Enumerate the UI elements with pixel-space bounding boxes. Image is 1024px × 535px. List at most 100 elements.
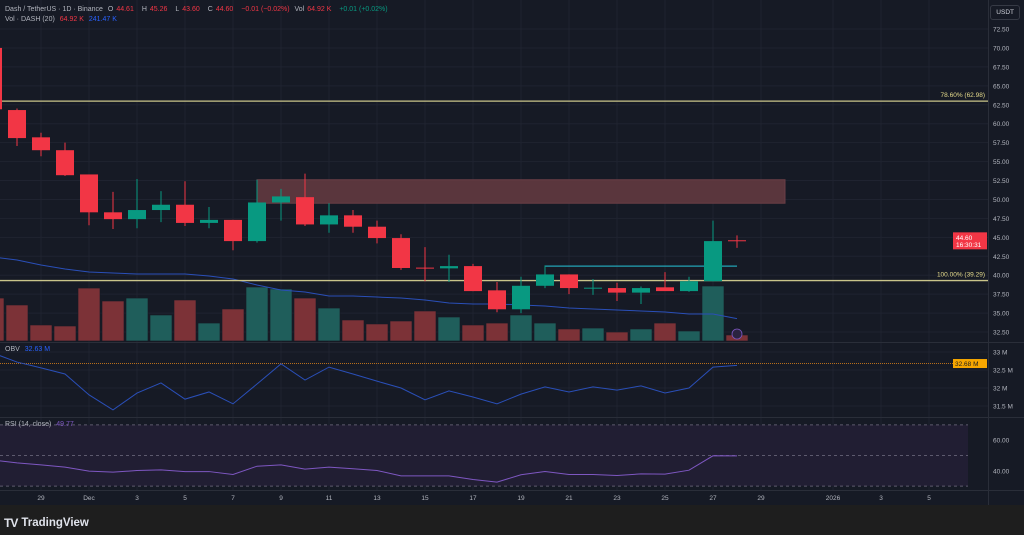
volume-indicator-title[interactable]: Vol · DASH (20): [5, 16, 55, 23]
obv-axis-label: 33 M: [993, 350, 1007, 357]
obv-value-tag: [953, 359, 987, 369]
time-axis-label: 29: [37, 495, 45, 502]
low-value: 43.60: [182, 6, 200, 13]
tradingview-logo[interactable]: TV TradingView: [4, 516, 89, 530]
volume-bar: [173, 299, 197, 342]
volume-bar: [221, 308, 245, 342]
candle-body: [224, 219, 242, 242]
open-value: 44.61: [116, 6, 134, 13]
candle-body: [0, 47, 2, 110]
price-axis-label: 55.00: [993, 159, 1010, 166]
candle-body: [200, 219, 218, 223]
candle-body: [248, 202, 266, 242]
candle-body: [488, 290, 506, 310]
candle-body: [128, 210, 146, 220]
candle: [296, 173, 314, 226]
candle-body: [272, 196, 290, 203]
indicator-panes: [0, 355, 988, 487]
candle: [584, 278, 602, 295]
candle: [248, 179, 266, 243]
volume-bar: [533, 322, 557, 342]
candle-body: [368, 226, 386, 239]
vol-label: Vol: [294, 6, 305, 13]
price-axis-label: 50.00: [993, 197, 1010, 204]
chart-area[interactable]: 78.60% (62.98) 100.00% (39.29) 72.50 70.00 6…: [0, 0, 1024, 505]
chart-canvas[interactable]: 78.60% (62.98) 100.00% (39.29) 72.50 70.00 6…: [0, 0, 1024, 505]
candle-body: [656, 287, 674, 292]
candle-body: [680, 281, 698, 292]
vol-change: +0.01 (+0.02%): [339, 6, 388, 13]
candle: [368, 220, 386, 244]
time-axis-label: 3: [135, 495, 139, 502]
price-axis-label: 65.00: [993, 83, 1010, 90]
candle: [32, 132, 50, 157]
candle: [560, 274, 578, 295]
vol-value: 64.92 K: [307, 6, 332, 13]
time-axis-label: 11: [326, 495, 333, 502]
low-label: L: [175, 6, 180, 13]
candle-body: [416, 267, 434, 269]
candle-body: [56, 150, 74, 176]
time-axis-label: 29: [757, 495, 765, 502]
candle-body: [512, 285, 530, 310]
candle: [224, 219, 242, 251]
volume-bar: [365, 323, 389, 342]
time-axis-label: 21: [565, 495, 573, 502]
time-axis-label: 2026: [826, 495, 841, 502]
volume-bar: [581, 327, 605, 342]
rsi-line: [0, 455, 738, 483]
volume-bar: [293, 297, 317, 342]
candle: [488, 282, 506, 313]
volume-bar: [677, 330, 701, 342]
volume-bar: [245, 286, 269, 342]
main-pane: [0, 47, 988, 342]
volume-ma-value: 241.47 K: [88, 16, 117, 23]
volume-indicator-value: 64.92 K: [59, 16, 84, 23]
rsi-legend: RSI (14, close) 49.77: [5, 421, 77, 428]
candle: [344, 210, 362, 233]
symbol-title[interactable]: Dash / TetherUS · 1D · Binance: [5, 6, 103, 13]
volume-bar: [389, 320, 413, 342]
candle-body: [392, 238, 410, 268]
obv-axis-label: 31.5 M: [993, 404, 1013, 411]
obv-legend: OBV 32.63 M: [5, 346, 53, 353]
candle-body: [152, 204, 170, 211]
time-axis-label: Dec: [83, 495, 95, 502]
candle: [128, 178, 146, 229]
price-axis-label: 32.50: [993, 330, 1010, 337]
last-price-tag: [953, 232, 987, 250]
volume-bar: [149, 314, 173, 342]
candle: [272, 188, 290, 221]
rsi-value: 49.77: [56, 421, 74, 428]
time-axis-label: 5: [183, 495, 187, 502]
candle: [200, 207, 218, 229]
price-change: −0.01 (−0.02%): [241, 6, 290, 13]
candle: [152, 191, 170, 223]
price-axis-label: 52.50: [993, 178, 1010, 185]
grid-lines: [0, 0, 988, 490]
lightning-icon: [731, 328, 743, 340]
candle-body: [440, 266, 458, 269]
volume-bar: [197, 322, 221, 342]
volume-legend: Vol · DASH (20) 64.92 K 241.47 K: [5, 16, 120, 23]
candle-body: [80, 174, 98, 213]
price-axis-label: 42.50: [993, 254, 1010, 261]
price-axis-label: 37.50: [993, 292, 1010, 299]
rsi-title[interactable]: RSI (14, close): [5, 421, 52, 428]
candle-body: [632, 288, 650, 293]
time-axis-label: 19: [517, 495, 525, 502]
time-axis-label: 17: [469, 495, 477, 502]
last-price-value: 44.60: [956, 235, 973, 242]
fib-level-label: 78.60% (62.98): [941, 92, 985, 99]
volume-bar: [461, 324, 485, 342]
price-axis-label: 47.50: [993, 216, 1010, 223]
candle-body: [536, 274, 554, 286]
obv-tag-value: 32.68 M: [955, 361, 979, 368]
candle-body: [608, 288, 626, 293]
obv-title[interactable]: OBV: [5, 346, 20, 353]
candle: [536, 265, 554, 289]
currency-button[interactable]: USDT: [990, 5, 1020, 20]
volume-bar: [653, 322, 677, 342]
candle-body: [560, 274, 578, 289]
fib-level-label: 100.00% (39.29): [937, 272, 985, 279]
